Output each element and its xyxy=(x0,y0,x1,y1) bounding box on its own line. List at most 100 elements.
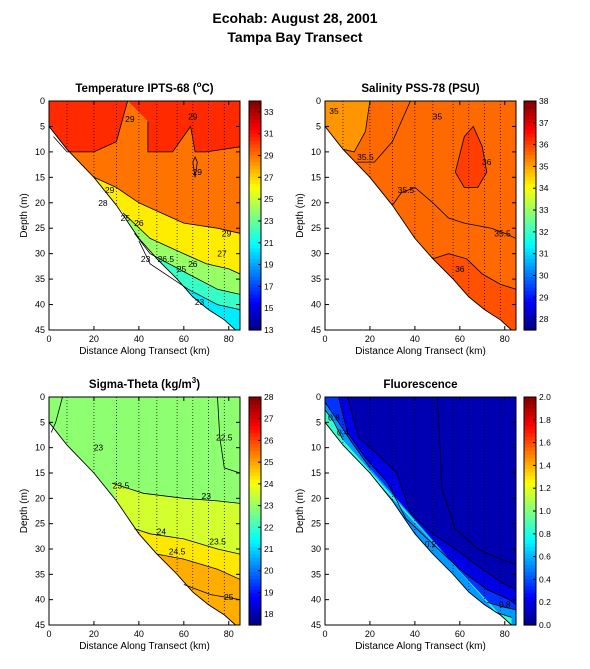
colorbar-cell-35 xyxy=(524,201,536,206)
colorbar-cell-52 xyxy=(249,140,261,145)
contour-line-5 xyxy=(183,584,240,601)
y-tick-label-0: 0 xyxy=(316,392,321,402)
y-tick-label-2: 10 xyxy=(311,443,321,453)
colorbar-cell-8 xyxy=(249,297,261,302)
colorbar-cell-63 xyxy=(524,101,536,106)
colorbar-cell-8 xyxy=(249,592,261,598)
x-tick-label-4: 80 xyxy=(500,629,510,639)
colorbar-tick-label-9: 31 xyxy=(264,129,274,139)
y-tick-label-9: 45 xyxy=(311,620,321,630)
axes-frame xyxy=(324,396,517,626)
colorbar-cell-15 xyxy=(524,568,536,573)
colorbar-cell-54 xyxy=(249,133,261,138)
contour-line-3 xyxy=(93,176,240,234)
colorbar-cell-16 xyxy=(249,564,261,569)
y-tick-label-7: 35 xyxy=(311,274,321,284)
colorbar-cell-21 xyxy=(249,251,261,256)
y-axis-label: Depth (m) xyxy=(19,193,30,237)
colorbar-cell-7 xyxy=(524,301,536,306)
colorbar-cell-10 xyxy=(524,290,536,295)
colorbar-cell-32 xyxy=(249,507,261,512)
colorbar: 0.0 0.2 0.4 0.6 0.8 1.0 1.2 1.4 1.6 1.8 2.0 xyxy=(523,392,551,630)
colorbar-cell-13 xyxy=(249,575,261,580)
contour-line-4 xyxy=(432,253,516,290)
colorbar-cell-48 xyxy=(524,154,536,159)
colorbar-cell-17 xyxy=(249,265,261,270)
colorbar-cell-5 xyxy=(249,603,261,608)
contour-line-4 xyxy=(325,409,344,441)
y-tick-label-9: 45 xyxy=(35,620,45,630)
y-axis-label: Depth (m) xyxy=(295,193,306,237)
y-tick-label-7: 35 xyxy=(35,569,45,579)
contour-label-6: 24.5 xyxy=(169,547,186,557)
colorbar-cell-33 xyxy=(524,503,536,509)
colorbar-cell-29 xyxy=(524,518,536,523)
y-tick-label-4: 20 xyxy=(311,198,321,208)
contour-label-12: 26 xyxy=(188,259,198,269)
colorbar-cell-20 xyxy=(524,550,536,555)
contour-line-0 xyxy=(50,397,63,433)
colorbar-tick-label-4: 0.8 xyxy=(539,529,551,539)
colorbar-cell-63 xyxy=(249,397,261,402)
colorbar-cell-12 xyxy=(524,578,536,583)
contour-label-5: 25 xyxy=(121,213,131,223)
contour-band-5 xyxy=(138,240,240,330)
colorbar-tick-label-9: 27 xyxy=(264,414,274,424)
colorbar-cell-34 xyxy=(249,500,261,505)
contour-band-0 xyxy=(49,101,240,152)
colorbar-tick-label-0: 0.0 xyxy=(539,620,551,630)
y-tick-label-8: 40 xyxy=(35,595,45,605)
y-tick-label-8: 40 xyxy=(35,300,45,310)
y-tick-label-5: 25 xyxy=(35,223,45,233)
contour-label-10: 23 xyxy=(141,254,151,264)
contour-label-13: 23 xyxy=(195,297,205,307)
colorbar: 28 29 30 31 32 33 34 35 36 37 38 xyxy=(523,96,549,331)
colorbar-cell-59 xyxy=(524,115,536,120)
y-tick-label-5: 25 xyxy=(311,519,321,529)
colorbar-cell-41 xyxy=(524,475,536,480)
colorbar-tick-label-7: 25 xyxy=(264,457,274,467)
colorbar-cell-24 xyxy=(524,240,536,245)
colorbar-cell-14 xyxy=(249,276,261,281)
colorbar-cell-21 xyxy=(524,546,536,551)
colorbar-cell-20 xyxy=(524,254,536,260)
colorbar-cell-4 xyxy=(524,607,536,612)
colorbar-tick-label-3: 31 xyxy=(539,249,549,259)
colorbar-cell-3 xyxy=(524,315,536,320)
colorbar-cell-49 xyxy=(249,446,261,452)
contour-line-4 xyxy=(122,212,240,275)
colorbar-cell-30 xyxy=(249,219,261,224)
contour-line-2 xyxy=(111,482,240,504)
contour-plot-area: 0.8 0.4 0.2 0.8 xyxy=(325,397,516,625)
colorbar-cell-36 xyxy=(524,493,536,498)
contour-label-3: 0.8 xyxy=(499,600,511,610)
contour-label-2: 35.5 xyxy=(357,152,374,162)
colorbar-cell-56 xyxy=(249,421,261,427)
colorbar-cell-37 xyxy=(524,194,536,199)
colorbar-cell-29 xyxy=(524,222,536,227)
contour-line-1 xyxy=(147,121,240,153)
seafloor-line xyxy=(49,422,236,625)
colorbar-cell-39 xyxy=(524,482,536,487)
colorbar-cell-44 xyxy=(249,464,261,469)
colorbar-cell-45 xyxy=(249,461,261,466)
x-axis-label: Distance Along Transect (km) xyxy=(355,641,486,652)
colorbar-cell-46 xyxy=(249,161,261,167)
colorbar-cell-57 xyxy=(249,418,261,423)
axes-frame xyxy=(48,100,241,331)
y-tick-label-5: 25 xyxy=(35,519,45,529)
colorbar-cell-43 xyxy=(524,172,536,177)
colorbar-cell-49 xyxy=(524,151,536,156)
colorbar-cell-41 xyxy=(249,475,261,480)
colorbar-cell-0 xyxy=(249,326,261,331)
colorbar-cell-56 xyxy=(524,421,536,427)
colorbar-cell-24 xyxy=(249,240,261,245)
x-tick-label-0: 0 xyxy=(322,334,327,344)
x-tick-label-0: 0 xyxy=(46,629,51,639)
y-tick-label-2: 10 xyxy=(35,147,45,157)
colorbar-cell-43 xyxy=(249,172,261,177)
colorbar-tick-label-7: 27 xyxy=(264,172,274,182)
x-tick-label-1: 20 xyxy=(89,334,99,344)
colorbar-cell-22 xyxy=(249,247,261,252)
